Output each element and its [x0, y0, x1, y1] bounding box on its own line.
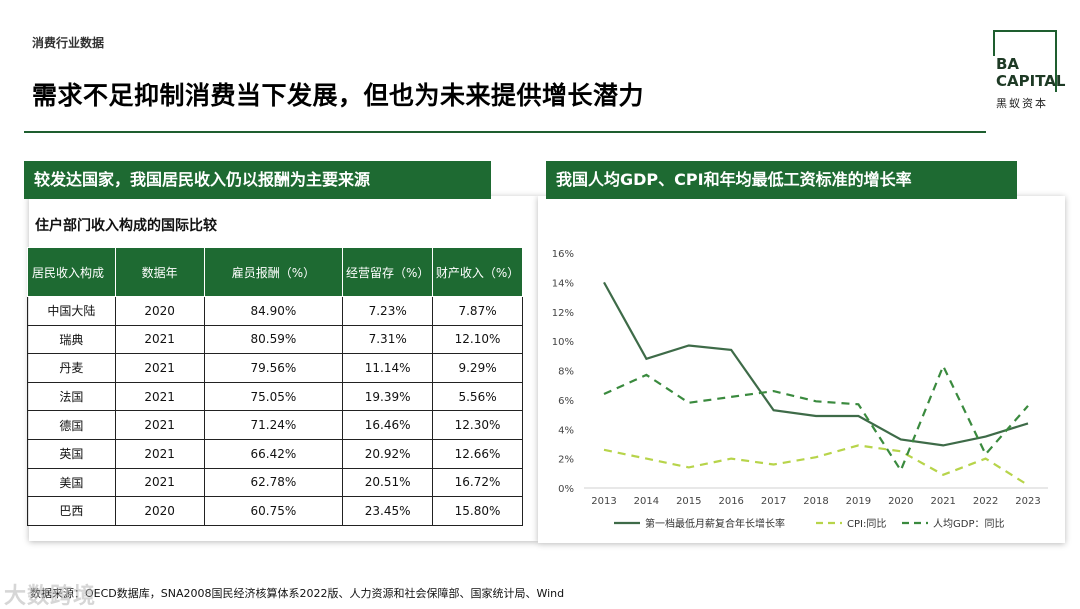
legend-label: 第一档最低月薪复合年长增长率 — [645, 517, 785, 530]
logo-frame-top — [993, 30, 1057, 32]
table-cell: 瑞典 — [27, 324, 116, 355]
logo-text-ba: BA — [996, 55, 1020, 73]
company-logo: BA CAPITAL 黑蚁资本 — [993, 30, 1065, 114]
y-tick-label: 2% — [558, 455, 574, 466]
legend-label: CPI:同比 — [847, 518, 886, 530]
table-cell: 美国 — [27, 467, 116, 498]
table-cell: 20.92% — [342, 438, 434, 469]
x-tick-label: 2023 — [1015, 496, 1040, 507]
x-tick-label: 2013 — [591, 496, 616, 507]
column-header: 经营留存（%） — [342, 247, 434, 297]
table-cell: 2021 — [114, 381, 205, 412]
table-cell: 60.75% — [203, 496, 344, 526]
table-cell: 7.23% — [342, 296, 434, 326]
table-row: 法国 2021 75.05% 19.39% 5.56% — [27, 381, 523, 412]
page-title: 需求不足抑制消费当下发展，但也为未来提供增长潜力 — [32, 81, 645, 110]
x-tick-label: 2022 — [973, 496, 998, 507]
table-row: 英国 2021 66.42% 20.92% 12.66% — [27, 438, 523, 469]
table-cell: 2021 — [114, 410, 205, 440]
table-cell: 7.31% — [342, 324, 434, 355]
table-subtitle: 住户部门收入构成的国际比较 — [35, 218, 217, 234]
y-tick-label: 10% — [552, 337, 574, 348]
table-cell: 16.46% — [342, 410, 434, 440]
x-tick-label: 2021 — [930, 496, 955, 507]
x-tick-label: 2020 — [888, 496, 913, 507]
table-cell: 71.24% — [203, 410, 344, 440]
growth-section-banner: 我国人均GDP、CPI和年均最低工资标准的增长率 — [546, 161, 1017, 199]
x-tick-label: 2014 — [634, 496, 659, 507]
table-cell: 德国 — [27, 410, 116, 440]
table-cell: 2021 — [114, 324, 205, 355]
y-tick-label: 12% — [552, 308, 574, 319]
legend-label: 人均GDP：同比 — [933, 518, 1004, 530]
logo-frame-left — [993, 30, 995, 56]
table-cell: 79.56% — [203, 353, 344, 383]
table-cell: 12.30% — [432, 410, 523, 440]
table-cell: 7.87% — [432, 296, 523, 326]
column-header: 雇员报酬（%） — [203, 247, 344, 297]
table-cell: 英国 — [27, 438, 116, 469]
growth-chart-panel — [538, 196, 1065, 543]
y-tick-label: 14% — [552, 278, 574, 289]
column-header: 数据年 — [114, 247, 205, 297]
table-cell: 62.78% — [203, 467, 344, 498]
income-section-banner: 较发达国家，我国居民收入仍以报酬为主要来源 — [24, 161, 491, 199]
income-composition-table: 居民收入构成 数据年 雇员报酬（%） 经营留存（%） 财产收入（%） 中国大陆 … — [27, 247, 523, 526]
table-cell: 15.80% — [432, 496, 523, 526]
logo-frame-right — [1055, 30, 1057, 92]
title-divider — [24, 131, 986, 133]
column-header: 居民收入构成 — [27, 247, 116, 297]
y-tick-label: 0% — [558, 484, 574, 495]
y-tick-label: 6% — [558, 396, 574, 407]
table-cell: 16.72% — [432, 467, 523, 498]
growth-rate-line-chart: 0% 2% 4% 6% 8% 10% 12% 14% 16% 2013 2014 2015 2016 20… — [552, 249, 1048, 530]
series-line-0 — [603, 281, 1029, 447]
table-cell: 2020 — [114, 296, 205, 326]
watermark: 大数跨境 — [4, 584, 97, 609]
table-cell: 2021 — [114, 467, 205, 498]
table-row: 中国大陆 2020 84.90% 7.23% 7.87% — [27, 296, 523, 326]
table-cell: 84.90% — [203, 296, 344, 326]
table-row: 丹麦 2021 79.56% 11.14% 9.29% — [27, 353, 523, 383]
x-tick-label: 2017 — [761, 496, 786, 507]
table-cell: 66.42% — [203, 438, 344, 469]
table-cell: 中国大陆 — [27, 296, 116, 326]
table-cell: 2020 — [114, 496, 205, 526]
table-cell: 23.45% — [342, 496, 434, 526]
logo-text-capital: CAPITAL — [996, 72, 1066, 90]
x-tick-label: 2016 — [718, 496, 743, 507]
y-tick-label: 16% — [552, 249, 574, 260]
table-row: 美国 2021 62.78% 20.51% 16.72% — [27, 467, 523, 498]
y-tick-label: 4% — [558, 425, 574, 436]
table-cell: 丹麦 — [27, 353, 116, 383]
table-row: 瑞典 2021 80.59% 7.31% 12.10% — [27, 324, 523, 355]
table-cell: 12.66% — [432, 438, 523, 469]
series-line-1 — [603, 444, 1029, 487]
table-cell: 9.29% — [432, 353, 523, 383]
x-tick-label: 2015 — [676, 496, 701, 507]
table-cell: 巴西 — [27, 496, 116, 526]
table-cell: 75.05% — [203, 381, 344, 412]
y-tick-label: 8% — [558, 367, 574, 378]
data-source-note: 数据来源：OECD数据库，SNA2008国民经济核算体系2022版、人力资源和社… — [30, 587, 565, 600]
x-tick-label: 2019 — [846, 496, 871, 507]
table-cell: 5.56% — [432, 381, 523, 412]
column-header: 财产收入（%） — [432, 247, 523, 297]
table-cell: 2021 — [114, 353, 205, 383]
table-cell: 80.59% — [203, 324, 344, 355]
table-cell: 19.39% — [342, 381, 434, 412]
table-cell: 法国 — [27, 381, 116, 412]
table-row: 巴西 2020 60.75% 23.45% 15.80% — [27, 496, 523, 526]
table-cell: 11.14% — [342, 353, 434, 383]
table-cell: 20.51% — [342, 467, 434, 498]
x-tick-label: 2018 — [803, 496, 828, 507]
table-cell: 2021 — [114, 438, 205, 469]
logo-text-chinese: 黑蚁资本 — [996, 97, 1048, 110]
table-header-row: 居民收入构成 数据年 雇员报酬（%） 经营留存（%） 财产收入（%） — [27, 247, 523, 297]
category-label: 消费行业数据 — [32, 36, 105, 50]
series-line-2 — [603, 363, 1029, 473]
table-cell: 12.10% — [432, 324, 523, 355]
table-row: 德国 2021 71.24% 16.46% 12.30% — [27, 410, 523, 440]
